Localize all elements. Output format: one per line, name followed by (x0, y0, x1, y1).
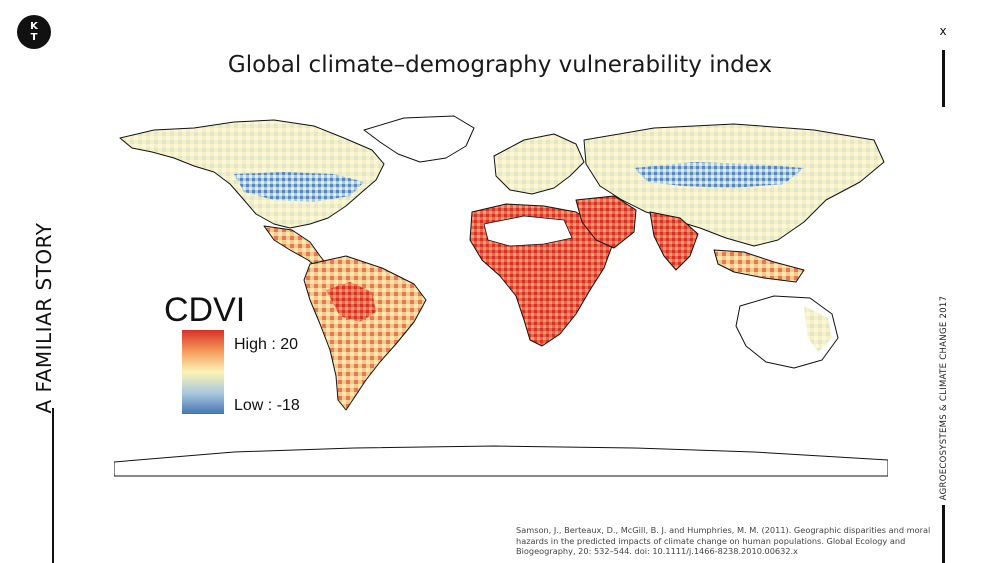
europe-shape (493, 133, 585, 195)
south-america-shape (303, 255, 427, 411)
kt-logo[interactable]: K T (17, 15, 51, 49)
south-asia-shape (649, 211, 699, 271)
central-asia-blue-band (634, 162, 804, 188)
vulnerability-map: CDVI High : 20 Low : -18 (114, 115, 888, 477)
logo-letter-k: K (30, 21, 38, 32)
greenland-shape (363, 115, 475, 163)
slide-title: Global climate–demography vulnerability … (227, 52, 773, 78)
legend-low-label: Low : -18 (234, 397, 300, 414)
southeast-asia-shape (713, 249, 805, 283)
legend-color-bar (182, 330, 224, 414)
sahara-white-patch (483, 215, 573, 247)
amazon-red-patch (326, 282, 376, 322)
middle-east-shape (575, 195, 637, 249)
close-button[interactable]: x (939, 24, 947, 38)
left-divider (52, 408, 54, 563)
course-tag: AGROECOSYSTEMS & CLIMATE CHANGE 2017 (939, 295, 949, 501)
legend-title: CDVI (164, 291, 245, 329)
citation-text: Samson, J., Berteaux, D., McGill, B. J. … (516, 525, 931, 556)
usa-blue-band (234, 172, 364, 202)
map-legend: CDVI High : 20 Low : -18 (164, 291, 300, 414)
map-outline (114, 115, 888, 477)
antarctica-shape (114, 445, 888, 477)
section-title: A FAMILIAR STORY (32, 222, 56, 414)
right-divider-bottom (942, 505, 945, 563)
australia-tinted-edge (804, 306, 832, 352)
legend-high-label: High : 20 (234, 336, 298, 353)
right-divider-top (942, 50, 945, 107)
logo-letter-t: T (30, 32, 38, 43)
